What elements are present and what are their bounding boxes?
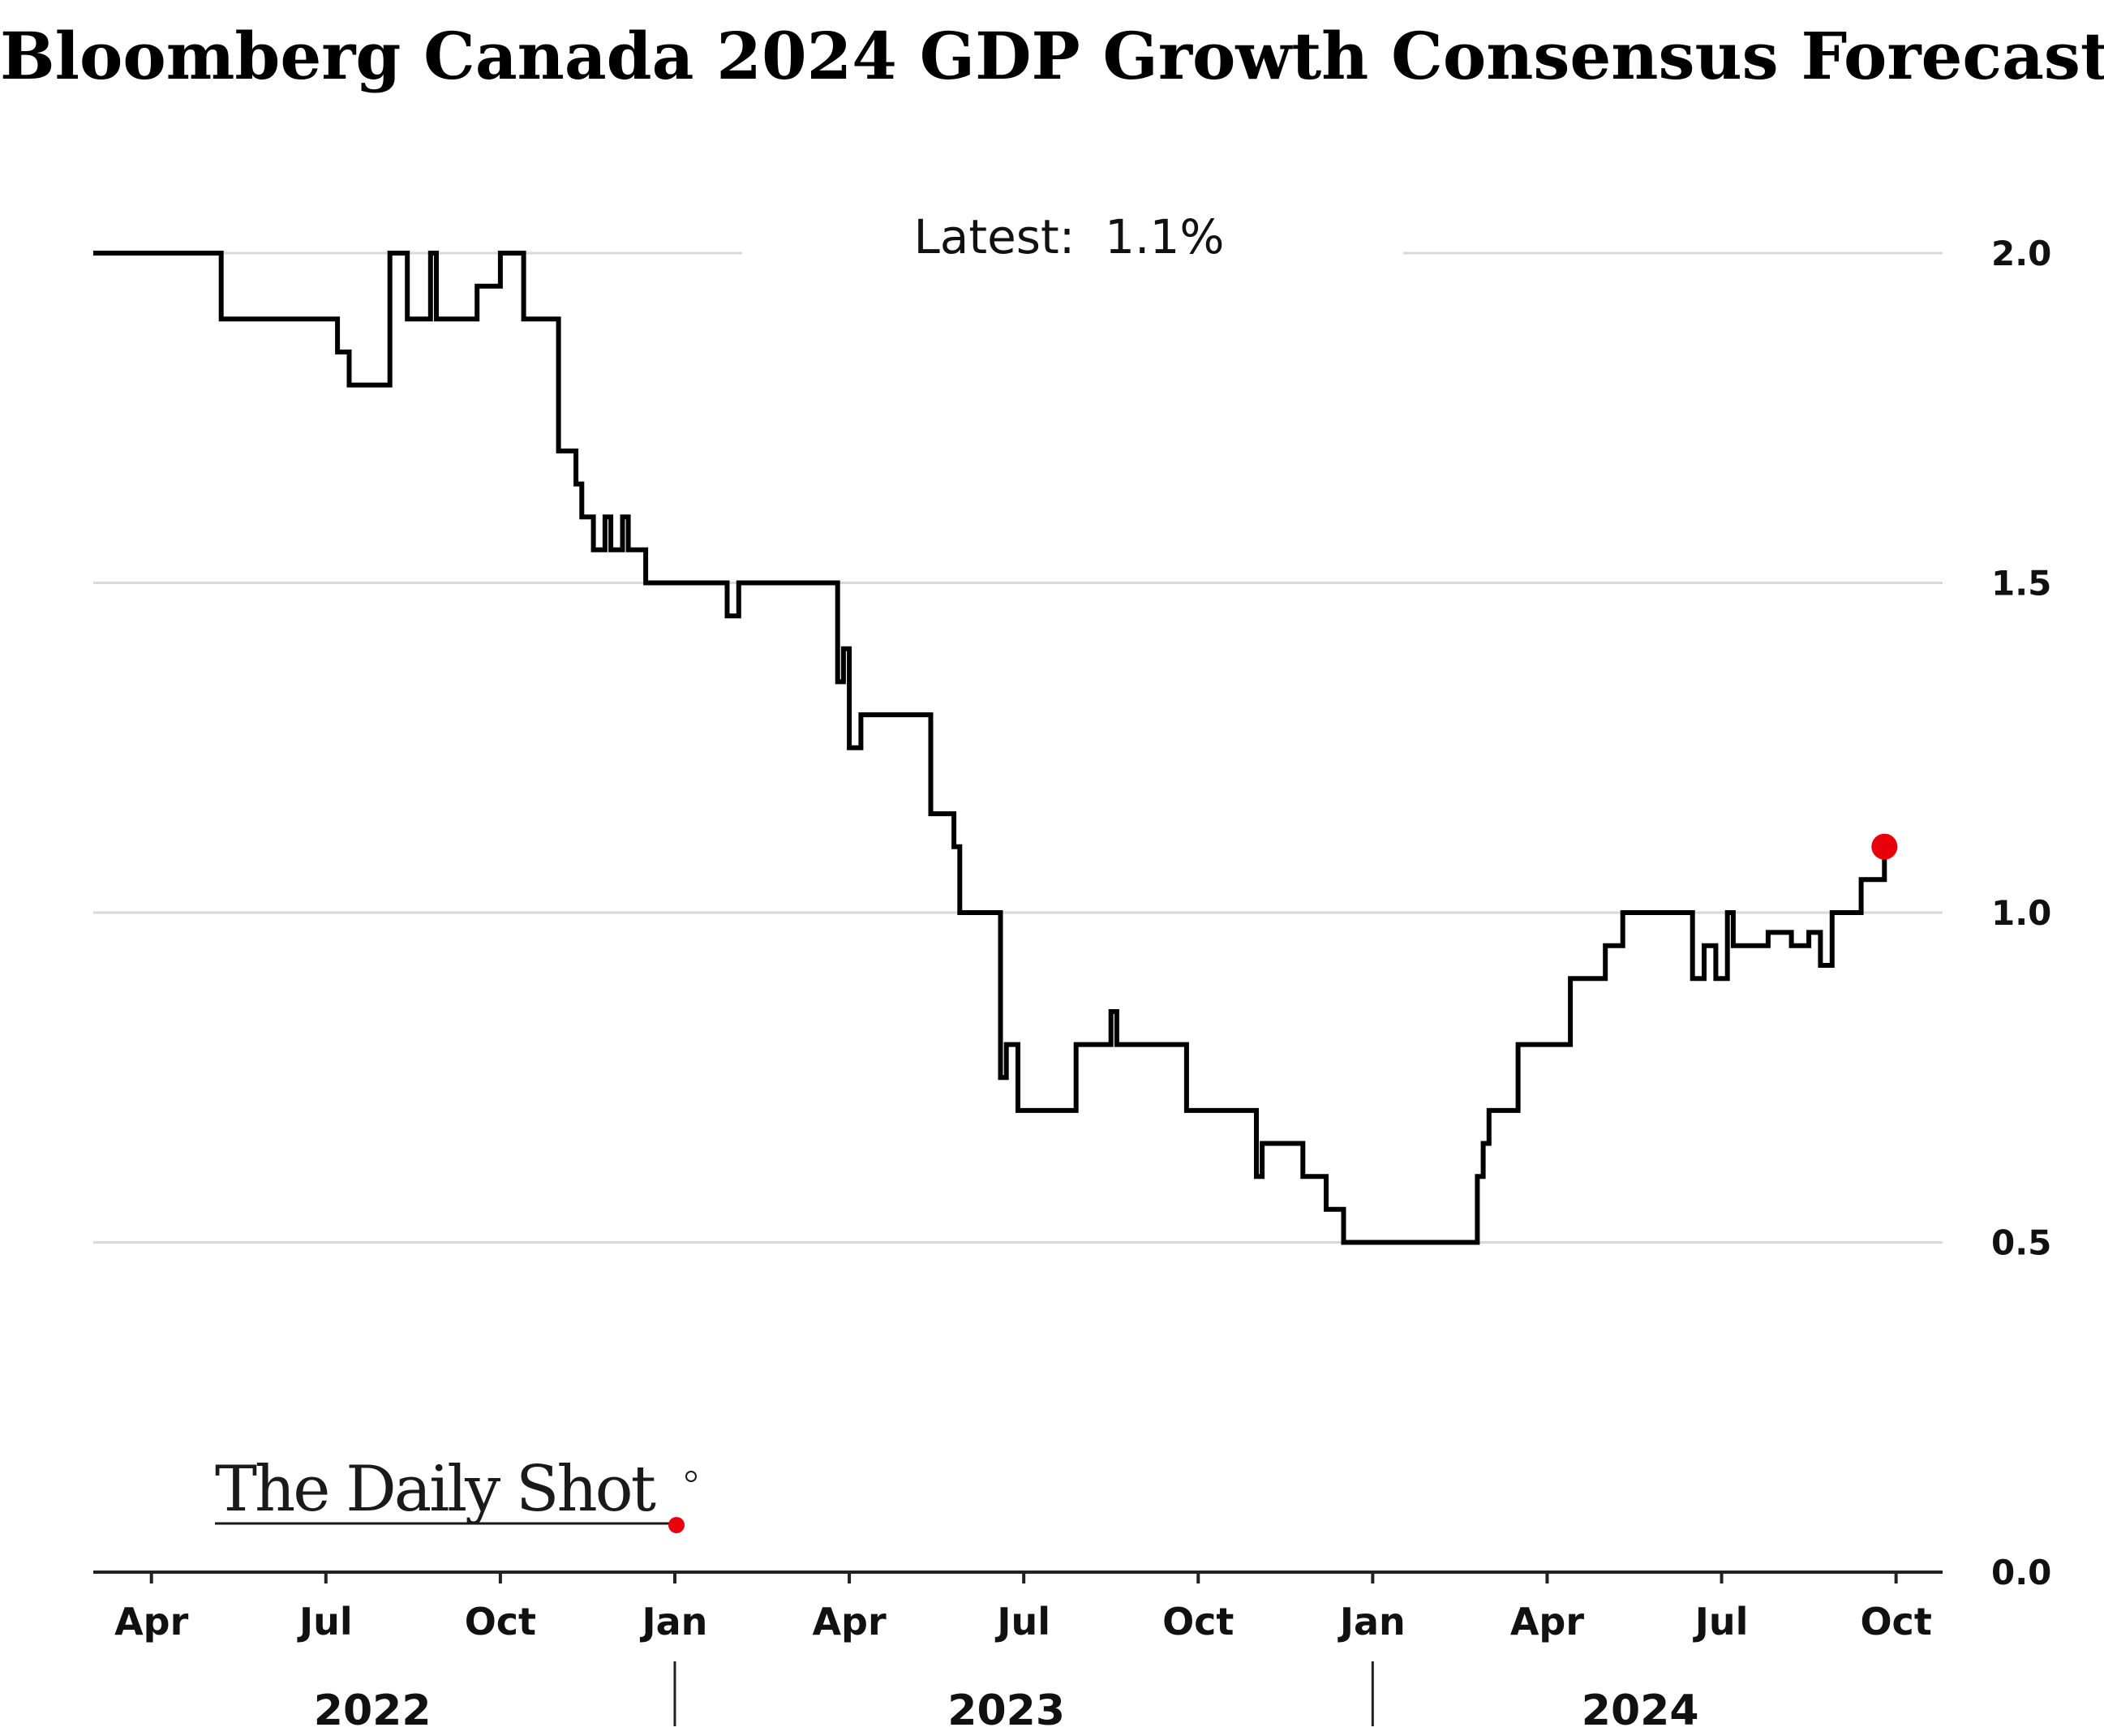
series-line	[93, 251, 1887, 1245]
x-tick-label: Jul	[297, 1600, 353, 1644]
y-tick-label: 1.5	[1991, 564, 2051, 604]
y-tick-label: 0.5	[1991, 1223, 2051, 1263]
x-tick-label: Jul	[1693, 1600, 1749, 1644]
year-label: 2022	[314, 1687, 432, 1735]
annotation-group: Latest: 1.1%	[913, 209, 1224, 264]
chart-title: Bloomberg Canada 2024 GDP Growth Consens…	[0, 18, 2104, 94]
logo-text: The Daily Shot	[215, 1453, 656, 1526]
x-tick-label: Oct	[1162, 1600, 1234, 1644]
y-tick-label: 0.0	[1991, 1553, 2051, 1592]
x-tick-label: Jan	[640, 1600, 708, 1644]
series-group	[93, 251, 1898, 1245]
x-tick-label: Jan	[1338, 1600, 1406, 1644]
x-tick-label: Jul	[994, 1600, 1050, 1644]
y-tick-label: 1.0	[1991, 893, 2051, 933]
x-axis: Apr Jul Oct Jan Apr Jul Oct Jan Apr Jul Oct 2022 202…	[93, 1571, 1943, 1735]
x-tick-label: Apr	[1510, 1600, 1585, 1644]
y-tick-label: 2.0	[1991, 234, 2051, 273]
y-axis-ticks: 2.0 1.5 1.0 0.5 0.0	[1991, 234, 2051, 1592]
x-tick-label: Apr	[812, 1600, 887, 1644]
x-tick-label: Apr	[114, 1600, 189, 1644]
latest-annotation: Latest: 1.1%	[913, 209, 1224, 264]
logo-red-dot	[668, 1517, 685, 1533]
latest-value-marker	[1871, 833, 1898, 860]
registered-mark-icon	[685, 1471, 697, 1482]
x-tick-label: Oct	[465, 1600, 536, 1644]
x-tick-label: Oct	[1860, 1600, 1931, 1644]
the-daily-shot-logo: The Daily Shot	[215, 1453, 697, 1533]
year-label: 2024	[1582, 1687, 1699, 1735]
year-label: 2023	[947, 1687, 1065, 1735]
